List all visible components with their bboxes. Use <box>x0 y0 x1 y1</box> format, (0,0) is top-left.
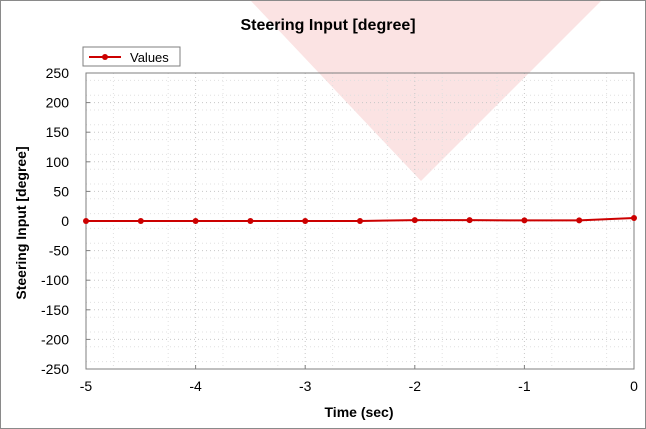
tick-marks <box>85 72 635 370</box>
chart-title: Steering Input [degree] <box>240 17 415 34</box>
legend-marker <box>102 54 108 60</box>
x-tick-label: -2 <box>409 378 422 394</box>
series-values <box>83 215 637 224</box>
data-point <box>357 218 363 224</box>
data-point <box>521 217 528 224</box>
y-tick-label: 0 <box>61 213 69 229</box>
legend: Values <box>82 46 181 67</box>
y-tick-label: 100 <box>46 154 70 170</box>
x-axis-title: Time (sec) <box>325 404 394 420</box>
legend-box <box>82 46 181 67</box>
legend-label: Values <box>130 50 169 65</box>
y-tick-label: -250 <box>41 361 69 377</box>
data-point <box>631 215 637 222</box>
y-tick-label: -100 <box>41 272 69 288</box>
data-point <box>83 218 89 224</box>
data-point <box>411 217 418 224</box>
data-point <box>576 217 583 224</box>
watermark-shape <box>251 1 601 181</box>
data-point <box>192 218 199 224</box>
y-axis-ticks: 250 200 150 100 50 0 -50 -100 -150 -200 -250 <box>41 65 69 377</box>
data-point <box>466 217 473 224</box>
y-tick-label: 200 <box>46 95 70 111</box>
y-tick-label: 150 <box>46 124 70 140</box>
y-axis-title: Steering Input [degree] <box>13 146 29 299</box>
x-tick-label: -4 <box>189 378 202 394</box>
y-tick-label: 50 <box>53 183 69 199</box>
x-tick-label: -5 <box>80 378 93 394</box>
y-tick-label: -50 <box>49 243 69 259</box>
data-point <box>137 218 144 224</box>
x-tick-label: -1 <box>518 378 531 394</box>
data-point <box>247 218 254 224</box>
y-tick-label: -200 <box>41 331 69 347</box>
x-axis-ticks: -5 -4 -3 -2 -1 0 <box>80 378 638 394</box>
data-point <box>302 218 309 224</box>
x-tick-label: 0 <box>630 378 638 394</box>
y-tick-label: 250 <box>46 65 70 81</box>
y-tick-label: -150 <box>41 302 69 318</box>
x-tick-label: -3 <box>299 378 312 394</box>
